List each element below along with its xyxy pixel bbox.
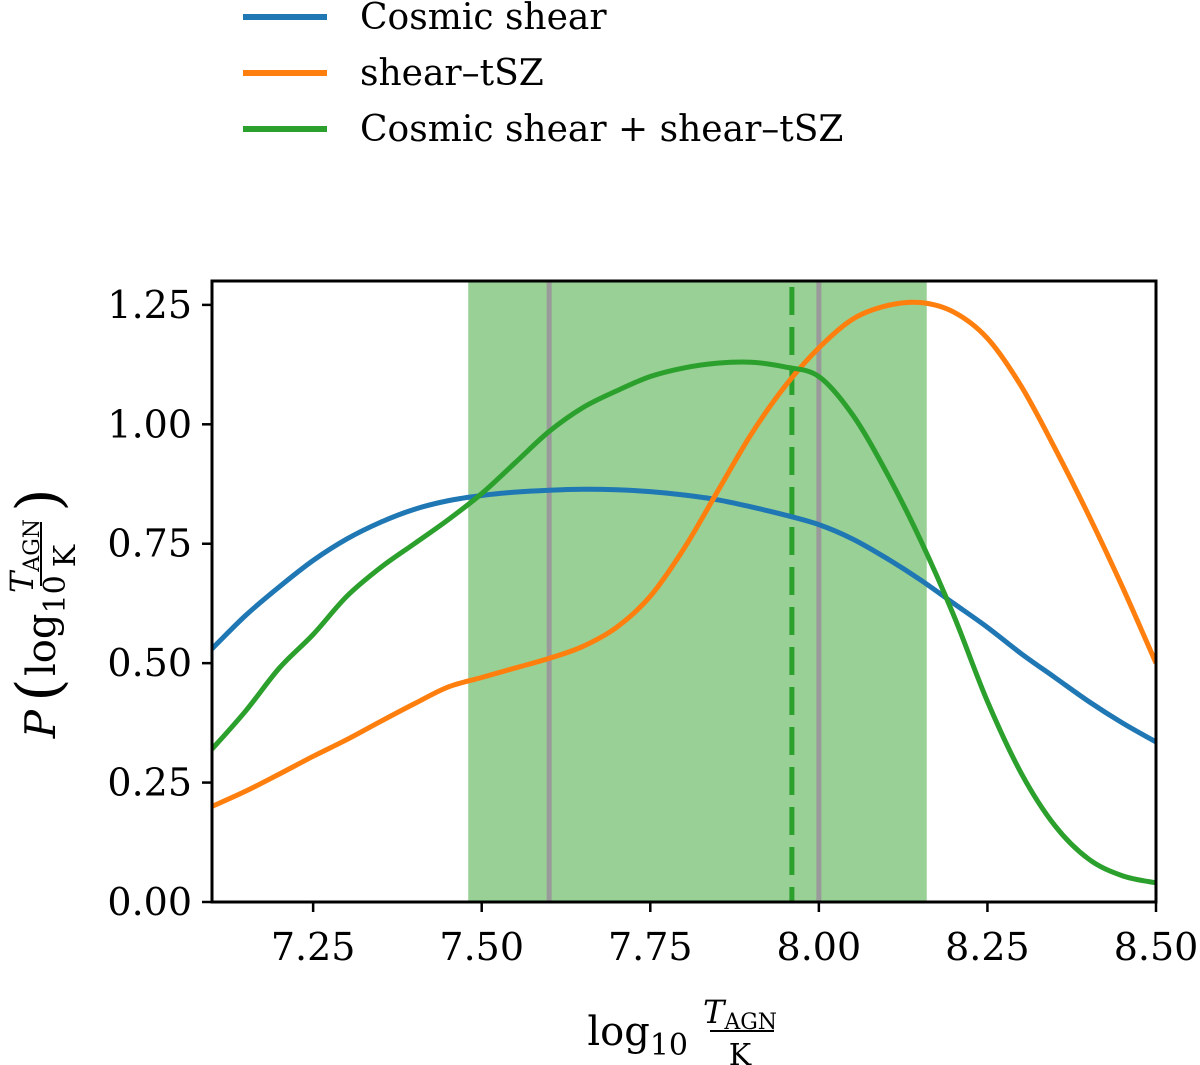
credible-interval-band [468, 281, 927, 902]
x-tick-label: 7.25 [271, 925, 356, 969]
svg-text:TAGN: TAGN [3, 519, 45, 593]
x-axis-label: log10 TAGN K [587, 993, 777, 1065]
y-tick-label: 0.75 [107, 522, 192, 566]
ticks: 7.25 7.50 7.75 8.00 8.25 8.50 0.00 0.25 0.50 0.75… [107, 283, 1198, 969]
svg-text:TAGN: TAGN [703, 993, 777, 1035]
y-tick-label: 1.00 [107, 402, 192, 446]
y-tick-label: 0.25 [107, 761, 192, 805]
svg-text:K: K [48, 544, 83, 567]
legend: Cosmic shear shear–tSZ Cosmic shear + shea… [243, 0, 843, 150]
series-line-cosmic-shear-shear-tsz [212, 359, 1156, 886]
svg-text:(: ( [4, 678, 74, 701]
x-tick-label: 7.75 [608, 925, 693, 969]
legend-label-cosmic-shear-shear-tsz: Cosmic shear + shear–tSZ [360, 109, 843, 150]
axes-frame [210, 279, 1158, 904]
y-tick-label: 1.25 [107, 283, 192, 327]
series-line-cosmic-shear [212, 486, 1156, 745]
svg-text:K: K [729, 1038, 752, 1065]
plot-area [212, 281, 1156, 902]
svg-text:): ) [4, 488, 74, 511]
svg-text:log10: log10 [587, 1009, 688, 1063]
x-tick-label: 7.50 [439, 925, 524, 969]
x-tick-label: 8.50 [1114, 925, 1199, 969]
legend-label-cosmic-shear: Cosmic shear [360, 0, 607, 38]
series-line-shear-tsz [212, 299, 1156, 809]
x-tick-label: 8.00 [777, 925, 862, 969]
y-tick-label: 0.00 [107, 880, 192, 924]
svg-text:P: P [16, 709, 65, 739]
y-tick-label: 0.50 [107, 641, 192, 685]
x-tick-label: 8.25 [945, 925, 1030, 969]
legend-label-shear-tsz: shear–tSZ [360, 53, 544, 94]
y-axis-label: P ( log10 TAGN K ) [3, 488, 83, 739]
